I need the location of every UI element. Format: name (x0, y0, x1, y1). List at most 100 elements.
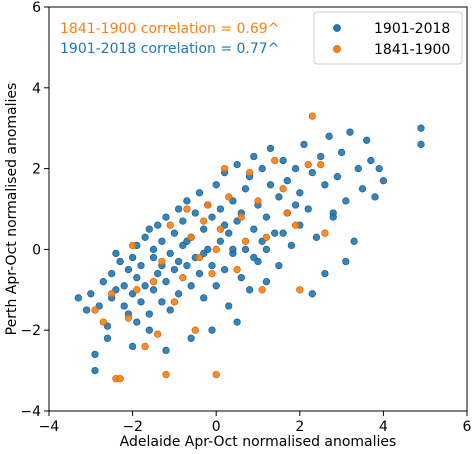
data-point-1841-1900 (262, 233, 271, 241)
data-point-1841-1900 (154, 330, 162, 338)
data-point-1901-2018 (145, 326, 153, 334)
data-point-1901-2018 (149, 286, 158, 294)
data-point-1901-2018 (262, 278, 271, 286)
x-tick-label: −4 (39, 419, 60, 435)
data-point-1841-1900 (162, 370, 170, 379)
data-point-1841-1900 (271, 156, 279, 165)
data-point-1901-2018 (271, 229, 279, 237)
data-point-1901-2018 (170, 265, 179, 274)
data-point-1901-2018 (308, 168, 316, 177)
data-point-1841-1900 (212, 370, 220, 379)
data-point-1901-2018 (250, 152, 258, 161)
data-point-1901-2018 (321, 269, 329, 278)
legend-label-1901-2018: 1901-2018 (374, 21, 450, 37)
y-tick-label: 2 (32, 162, 41, 178)
annotation-1841-1900: 1841-1900 correlation = 0.69^ (60, 21, 279, 37)
data-point-1901-2018 (162, 213, 170, 221)
data-point-1901-2018 (250, 253, 258, 262)
data-point-1841-1900 (283, 209, 291, 217)
y-tick-label: −4 (20, 404, 41, 420)
data-point-1841-1900 (91, 306, 99, 314)
data-point-1901-2018 (279, 156, 287, 165)
data-point-1901-2018 (212, 181, 220, 189)
data-point-1901-2018 (149, 253, 158, 262)
data-point-1901-2018 (158, 237, 166, 245)
data-point-1901-2018 (200, 225, 208, 233)
data-point-1901-2018 (158, 298, 166, 306)
data-point-1901-2018 (145, 225, 153, 233)
data-point-1841-1900 (183, 205, 191, 213)
data-point-1901-2018 (208, 213, 216, 221)
data-point-1901-2018 (154, 221, 162, 229)
data-point-1901-2018 (141, 282, 149, 290)
data-point-1901-2018 (116, 257, 124, 266)
data-point-1901-2018 (141, 233, 149, 241)
legend-label-1841-1900: 1841-1900 (374, 42, 450, 58)
data-point-1901-2018 (275, 193, 283, 201)
data-point-1901-2018 (346, 128, 354, 136)
data-point-1901-2018 (250, 225, 258, 233)
data-point-1901-2018 (216, 237, 225, 245)
data-point-1901-2018 (124, 265, 133, 274)
annotation-1901-2018: 1901-2018 correlation = 0.77^ (60, 41, 279, 57)
x-tick-label: 4 (379, 419, 388, 435)
data-point-1901-2018 (108, 269, 116, 278)
data-point-1901-2018 (371, 193, 379, 201)
data-point-1901-2018 (237, 274, 245, 282)
legend-marker-1901-2018 (333, 24, 341, 32)
data-point-1901-2018 (112, 249, 120, 258)
data-point-1901-2018 (358, 185, 367, 193)
data-point-1901-2018 (162, 278, 170, 286)
data-points (74, 112, 425, 383)
data-point-1901-2018 (170, 229, 179, 237)
data-point-1841-1900 (220, 164, 229, 173)
data-point-1901-2018 (187, 334, 195, 342)
data-point-1901-2018 (266, 144, 275, 153)
data-point-1901-2018 (82, 306, 91, 314)
data-point-1841-1900 (195, 253, 204, 262)
data-point-1901-2018 (300, 140, 308, 149)
data-point-1841-1900 (233, 265, 241, 274)
data-point-1901-2018 (128, 253, 137, 262)
data-point-1901-2018 (128, 342, 137, 351)
data-point-1901-2018 (233, 160, 241, 169)
data-point-1901-2018 (241, 245, 250, 254)
x-axis: −4 −2 0 2 4 6 (39, 411, 472, 435)
data-point-1901-2018 (337, 148, 346, 157)
data-point-1901-2018 (308, 290, 316, 298)
data-point-1901-2018 (120, 282, 128, 290)
data-point-1841-1900 (124, 314, 133, 322)
data-point-1841-1900 (212, 245, 220, 254)
data-point-1841-1900 (166, 221, 174, 229)
data-point-1901-2018 (233, 318, 241, 326)
data-point-1901-2018 (304, 205, 312, 213)
data-point-1901-2018 (333, 173, 342, 181)
data-point-1901-2018 (191, 209, 199, 217)
data-point-1841-1900 (216, 225, 225, 233)
data-point-1901-2018 (174, 257, 183, 266)
data-point-1901-2018 (379, 177, 388, 185)
data-point-1901-2018 (225, 302, 233, 310)
data-point-1841-1900 (204, 201, 212, 209)
data-point-1841-1900 (133, 286, 141, 294)
data-point-1901-2018 (200, 294, 208, 302)
y-tick-label: 0 (32, 242, 41, 258)
data-point-1901-2018 (275, 261, 283, 270)
data-point-1901-2018 (91, 350, 99, 359)
data-point-1901-2018 (325, 132, 333, 140)
data-point-1901-2018 (363, 136, 371, 144)
data-point-1841-1900 (296, 286, 304, 294)
data-point-1841-1900 (108, 290, 116, 298)
data-point-1841-1900 (149, 278, 158, 286)
data-point-1901-2018 (149, 245, 158, 254)
x-tick-label: 0 (212, 419, 221, 435)
data-point-1901-2018 (317, 152, 325, 161)
data-point-1901-2018 (291, 201, 300, 209)
data-point-1901-2018 (145, 310, 153, 318)
data-point-1841-1900 (241, 237, 250, 245)
legend-box (313, 11, 463, 65)
data-point-1901-2018 (262, 245, 271, 254)
legend-marker-1841-1900 (333, 45, 341, 53)
data-point-1901-2018 (91, 366, 99, 375)
